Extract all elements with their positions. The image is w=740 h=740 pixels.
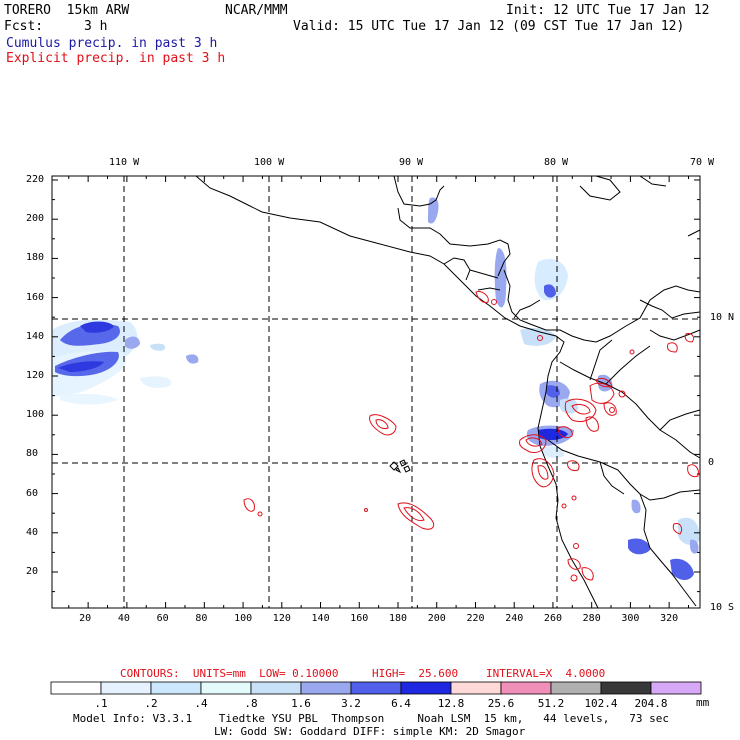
y-tick-label: 20 <box>26 566 39 577</box>
colorbar-swatch <box>350 681 402 695</box>
fcst-value: 3 h <box>84 19 108 34</box>
colorbar-label: 1.6 <box>291 697 311 710</box>
tick-marks <box>52 176 700 608</box>
coastlines <box>195 175 701 609</box>
map-frame <box>51 175 701 609</box>
lat-label: 10 N <box>710 312 735 323</box>
model-title: TORERO 15km ARW <box>4 3 130 18</box>
lat-label: 10 S <box>710 602 735 613</box>
colorbar-label: .8 <box>244 697 258 710</box>
colorbar-swatch <box>400 681 452 695</box>
x-tick-label: 40 <box>117 613 130 624</box>
x-tick-label: 80 <box>195 613 208 624</box>
x-tick-label: 160 <box>350 613 369 624</box>
colorbar-label: 204.8 <box>634 697 668 710</box>
colorbar-label: .1 <box>94 697 108 710</box>
y-tick-label: 100 <box>26 409 45 421</box>
x-tick-label: 280 <box>582 613 601 624</box>
footer-model-info: Model Info: V3.3.1 Tiedtke YSU PBL Thomp… <box>73 712 670 725</box>
y-tick-label: 120 <box>26 370 45 381</box>
x-tick-label: 320 <box>660 613 679 624</box>
colorbar-swatch <box>250 681 302 695</box>
colorbar-label: 51.2 <box>537 697 565 710</box>
x-tick-label: 20 <box>79 613 92 624</box>
contour-interval: INTERVAL=X 4.0000 <box>486 667 606 680</box>
org-label: NCAR/MMM <box>225 3 288 18</box>
x-tick-label: 240 <box>505 613 524 624</box>
contour-high: HIGH= 25.600 <box>372 667 459 680</box>
footer-physics-info: LW: Godd SW: Goddard DIFF: simple KM: 2D… <box>214 725 526 738</box>
lon-label: 80 W <box>544 157 569 168</box>
valid-time: Valid: 15 UTC Tue 17 Jan 12 (09 CST Tue … <box>293 19 685 34</box>
cumulus-precip-shading <box>52 197 700 580</box>
x-tick-label: 260 <box>543 613 562 624</box>
y-tick-label: 180 <box>26 252 45 264</box>
y-tick-label: 140 <box>26 330 45 342</box>
colorbar-swatch <box>300 681 352 695</box>
colorbar-label: 3.2 <box>341 697 361 710</box>
lon-label: 110 W <box>109 157 140 168</box>
colorbar-label: .2 <box>144 697 158 710</box>
y-tick-label: 200 <box>26 213 45 225</box>
fcst-label: Fcst: <box>4 19 44 34</box>
lat-label: 0 <box>708 457 715 468</box>
colorbar-swatch <box>500 681 552 695</box>
lon-label: 90 W <box>399 157 424 168</box>
legend-explicit: Explicit precip. in past 3 h <box>6 51 226 66</box>
lon-label: 70 W <box>690 157 715 168</box>
x-tick-label: 60 <box>156 613 169 624</box>
x-tick-label: 120 <box>272 613 291 624</box>
colorbar-swatch <box>600 681 652 695</box>
x-tick-label: 140 <box>311 613 330 624</box>
lon-label: 100 W <box>254 157 285 168</box>
colorbar-label: 12.8 <box>437 697 465 710</box>
colorbar-unit: mm <box>696 696 710 709</box>
y-tick-label: 40 <box>26 526 39 538</box>
y-tick-label: 60 <box>26 487 39 499</box>
colorbar-label: .4 <box>194 697 208 710</box>
init-time: Init: 12 UTC Tue 17 Jan 12 <box>506 3 710 18</box>
contour-units: CONTOURS: UNITS=mm LOW= 0.10000 <box>120 667 339 680</box>
x-tick-label: 100 <box>234 613 253 624</box>
explicit-precip-contours <box>243 291 699 582</box>
colorbar-label: 102.4 <box>584 697 618 710</box>
x-tick-label: 180 <box>389 613 408 624</box>
y-tick-label: 160 <box>26 291 45 303</box>
y-tick-label: 80 <box>26 448 39 460</box>
legend-cumulus: Cumulus precip. in past 3 h <box>6 36 218 51</box>
graticule <box>52 176 700 608</box>
x-tick-label: 300 <box>621 613 640 624</box>
colorbar-label: 6.4 <box>391 697 411 710</box>
colorbar-swatch <box>650 681 702 695</box>
colorbar-swatch <box>50 681 102 695</box>
colorbar-swatch <box>450 681 502 695</box>
x-tick-label: 200 <box>427 613 446 624</box>
colorbar <box>50 681 702 695</box>
colorbar-swatch <box>150 681 202 695</box>
colorbar-swatch <box>100 681 152 695</box>
colorbar-swatch <box>200 681 252 695</box>
colorbar-swatch <box>550 681 602 695</box>
colorbar-label: 25.6 <box>487 697 515 710</box>
y-tick-label: 220 <box>26 174 45 185</box>
x-tick-label: 220 <box>466 613 485 624</box>
